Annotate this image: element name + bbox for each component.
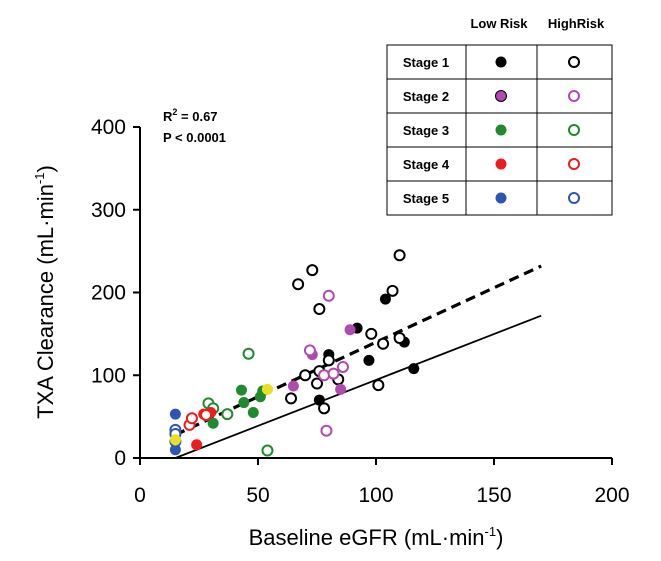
r-squared-annotation: R2 = 0.67 bbox=[163, 107, 218, 124]
y-tick-label: 300 bbox=[91, 199, 126, 222]
legend-stage-label: Stage 3 bbox=[403, 123, 449, 138]
y-axis-title: TXA Clearance (mL·min-1) bbox=[32, 165, 58, 419]
data-point-stage-2-high-risk bbox=[320, 424, 333, 437]
data-point-stage-2-high-risk bbox=[318, 369, 331, 382]
data-point-stage-2-low-risk bbox=[344, 324, 356, 336]
data-point-stage-1-high-risk bbox=[313, 303, 326, 316]
data-point-stage-5-low-risk bbox=[169, 444, 181, 456]
legend-marker-low-risk bbox=[495, 56, 507, 68]
data-point-stage-3-low-risk bbox=[207, 417, 219, 429]
x-tick-label: 0 bbox=[134, 484, 146, 507]
legend-table: Low Risk HighRisk Stage 1 Stage 2 Stage 3 Sta… bbox=[386, 16, 613, 216]
data-point-stage-3-high-risk bbox=[242, 347, 255, 360]
data-point-stage-3-high-risk bbox=[221, 408, 234, 421]
legend-stage-label: Stage 5 bbox=[403, 191, 449, 206]
data-point-stage-2-high-risk bbox=[327, 367, 340, 380]
legend-marker-low-risk bbox=[495, 158, 507, 170]
y-tick-label: 0 bbox=[114, 447, 126, 470]
data-point-stage-1-high-risk bbox=[311, 377, 323, 390]
axis-ticks: 0 50 100 150 200 0 100 200 300 400 bbox=[91, 116, 630, 507]
legend-stage-label: Stage 4 bbox=[403, 157, 450, 172]
data-point-stage-1-high-risk bbox=[292, 278, 305, 291]
y-tick-label: 200 bbox=[91, 282, 126, 305]
data-point-stage-1-high-risk bbox=[365, 327, 378, 340]
data-point-stage-3-low-risk bbox=[247, 406, 259, 418]
data-point-stage-1-high-risk bbox=[377, 337, 390, 350]
data-point-stage-3-low-risk bbox=[235, 384, 247, 396]
data-point-stage-2-high-risk bbox=[303, 344, 316, 357]
data-point-stage-1-high-risk bbox=[299, 369, 312, 382]
data-point-stage-1-high-risk bbox=[372, 379, 385, 392]
data-point-stage-1-low-risk bbox=[363, 354, 375, 366]
legend-header-high-risk: HighRisk bbox=[548, 16, 605, 31]
data-point-stage-1-high-risk bbox=[393, 332, 406, 345]
data-point-stage-0-low-risk bbox=[261, 383, 273, 395]
x-axis-title: Baseline eGFR (mL·min-1) bbox=[249, 524, 504, 550]
data-point-stage-0-low-risk bbox=[169, 434, 181, 446]
data-point-stage-1-low-risk bbox=[379, 293, 391, 305]
data-point-stage-1-low-risk bbox=[408, 363, 420, 375]
data-point-stage-2-high-risk bbox=[322, 289, 335, 302]
data-point-stage-3-low-risk bbox=[238, 397, 250, 409]
legend-stage-label: Stage 1 bbox=[403, 55, 449, 70]
legend-marker-high-risk bbox=[568, 192, 580, 204]
x-tick-label: 100 bbox=[358, 484, 393, 507]
data-point-stage-4-high-risk bbox=[200, 408, 213, 421]
data-point-stage-3-high-risk bbox=[261, 444, 274, 457]
data-point-stage-1-high-risk bbox=[285, 392, 298, 405]
data-point-stage-2-low-risk bbox=[335, 383, 347, 395]
p-value-annotation: P < 0.0001 bbox=[163, 130, 226, 145]
data-point-stage-5-low-risk bbox=[169, 408, 181, 420]
trendlines bbox=[174, 264, 542, 459]
legend-marker-high-risk bbox=[568, 124, 580, 136]
y-tick-label: 400 bbox=[91, 116, 126, 139]
x-tick-label: 50 bbox=[246, 484, 269, 507]
data-point-stage-2-high-risk bbox=[336, 360, 349, 373]
data-point-stage-1-high-risk bbox=[322, 354, 335, 367]
data-point-stage-2-low-risk bbox=[287, 380, 299, 392]
data-point-stage-1-high-risk bbox=[386, 284, 399, 297]
solid-trendline bbox=[175, 314, 542, 459]
data-point-stage-4-high-risk bbox=[185, 412, 198, 425]
legend-stage-label: Stage 2 bbox=[403, 89, 449, 104]
data-point-stage-1-high-risk bbox=[393, 249, 406, 262]
legend-marker-low-risk bbox=[495, 192, 507, 204]
y-tick-label: 100 bbox=[91, 364, 126, 387]
dashed-trendline bbox=[174, 264, 542, 437]
legend-marker-high-risk bbox=[568, 158, 580, 170]
data-point-stage-1-high-risk bbox=[306, 264, 319, 277]
x-tick-label: 150 bbox=[476, 484, 511, 507]
legend-marker-high-risk bbox=[568, 90, 580, 102]
data-point-stage-4-low-risk bbox=[191, 439, 203, 451]
legend-marker-high-risk bbox=[568, 56, 580, 68]
data-point-stage-1-high-risk bbox=[318, 402, 331, 415]
legend-marker-low-risk bbox=[495, 90, 507, 102]
data-points bbox=[169, 249, 420, 457]
legend-header-low-risk: Low Risk bbox=[470, 16, 528, 31]
x-tick-label: 200 bbox=[594, 484, 629, 507]
legend-marker-low-risk bbox=[495, 124, 507, 136]
